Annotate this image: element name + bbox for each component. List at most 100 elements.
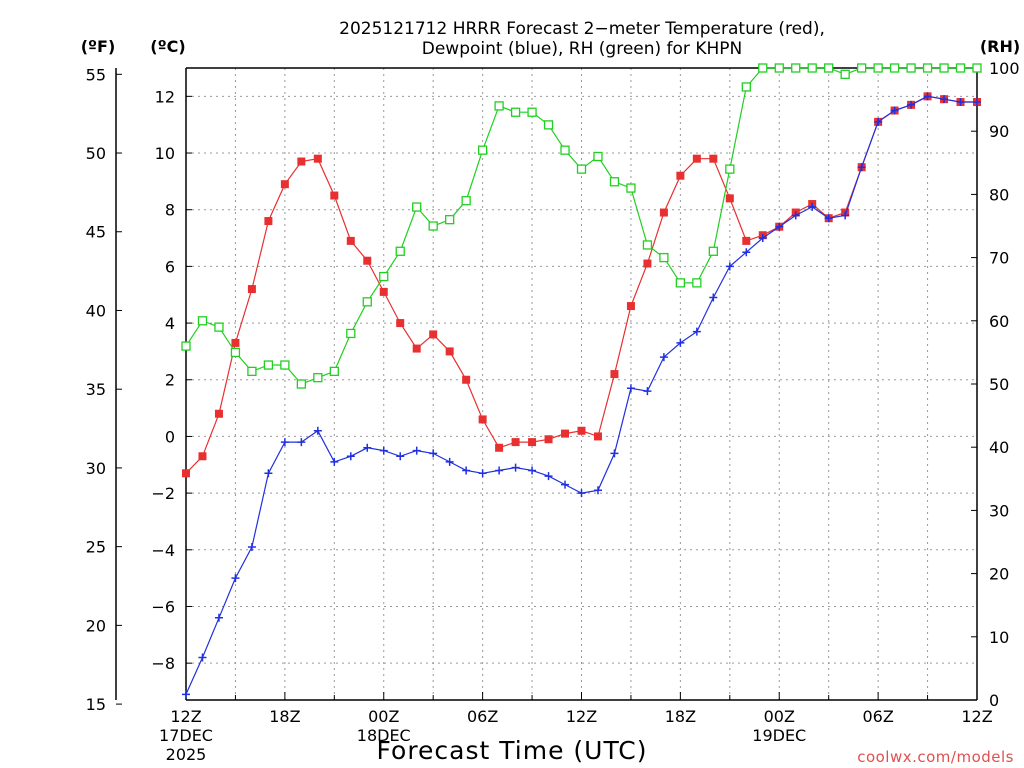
rh-point: [758, 63, 768, 73]
dewpoint-point: [725, 262, 734, 271]
rh-point: [741, 82, 751, 92]
temperature-point: [577, 426, 586, 435]
dewpoint-point: [775, 222, 784, 231]
x-tick-label: 17DEC: [159, 726, 213, 745]
celsius-tick-label: 12: [155, 87, 175, 106]
celsius-tick-label: −6: [151, 597, 175, 616]
celsius-tick-label: 6: [165, 257, 175, 276]
dewpoint-point: [742, 248, 751, 257]
rh-point: [576, 164, 587, 174]
fahrenheit-tick-label: 45: [86, 223, 106, 242]
x-tick-label: 12Z: [566, 707, 597, 726]
dewpoint-point: [462, 466, 471, 475]
dewpoint-point: [808, 202, 817, 211]
rh-point: [263, 360, 274, 370]
temperature-point: [379, 287, 388, 296]
temperature-point: [214, 409, 223, 418]
rh-tick-label: 10: [989, 628, 1009, 647]
rh-tick-label: 90: [989, 122, 1009, 141]
temperature-point: [626, 302, 635, 311]
temperature-point: [610, 370, 619, 379]
rh-point: [692, 278, 702, 288]
rh-tick-label: 20: [989, 565, 1009, 584]
dewpoint-point: [379, 446, 388, 455]
credit-text: coolwx.com/models: [857, 748, 1014, 766]
dewpoint-point: [758, 234, 767, 243]
temperature-point: [429, 330, 438, 339]
rh-point: [428, 221, 438, 231]
dewpoint-point: [198, 653, 207, 662]
temperature-point: [643, 259, 652, 268]
celsius-tick-label: −4: [151, 541, 175, 560]
fahrenheit-tick-label: 20: [86, 616, 106, 635]
temperature-point: [231, 338, 240, 347]
dewpoint-point: [610, 449, 619, 458]
dewpoint-point: [412, 446, 421, 455]
rh-point: [609, 177, 620, 187]
dewpoint-point: [182, 690, 190, 699]
rh-point: [560, 145, 570, 155]
dewpoint-point: [396, 452, 405, 461]
fahrenheit-tick-label: 25: [86, 538, 106, 557]
rh-point: [922, 63, 933, 73]
rh-point: [296, 379, 307, 389]
temperature-point: [445, 347, 454, 356]
fahrenheit-tick-label: 55: [86, 65, 106, 84]
rh-point: [972, 63, 982, 73]
dewpoint-point: [280, 438, 289, 447]
x-tick-label: 2025: [166, 745, 207, 764]
chart-title-line1: 2025121712 HRRR Forecast 2−meter Tempera…: [339, 19, 825, 39]
dewpoint-point: [544, 472, 553, 481]
temperature-point: [676, 171, 685, 180]
dewpoint-point: [923, 92, 932, 101]
rh-point: [626, 183, 636, 193]
temperature-point: [182, 469, 190, 478]
temperature-point: [363, 256, 372, 265]
dewpoint-point: [940, 95, 949, 104]
rh-point: [659, 252, 669, 263]
x-tick-label: 06Z: [467, 707, 498, 726]
dewpoint-point: [643, 387, 652, 396]
dewpoint-point: [857, 163, 866, 172]
celsius-tick-label: −8: [151, 654, 175, 673]
rh-point: [642, 240, 653, 250]
temperature-point: [313, 154, 322, 163]
rh-tick-label: 70: [989, 249, 1009, 268]
x-axis-label: Forecast Time (UTC): [377, 736, 648, 765]
dewpoint-point: [297, 438, 306, 447]
dewpoint-point: [890, 106, 899, 115]
rh-point: [856, 63, 867, 73]
rh-point: [774, 63, 784, 73]
rh-point: [362, 297, 372, 307]
temperature-point: [561, 429, 570, 438]
temperature-point: [412, 344, 421, 353]
axes: −8−6−4−202468101215202530354045505501020…: [86, 59, 1020, 764]
dewpoint-point: [824, 214, 833, 223]
rh-tick-label: 80: [989, 185, 1009, 204]
dewpoint-point: [841, 211, 850, 220]
rh-tick-label: 30: [989, 501, 1009, 520]
dewpoint-point: [593, 486, 602, 495]
rh-point: [477, 145, 488, 155]
temperature-point: [659, 208, 668, 217]
dewpoint-point: [659, 353, 668, 362]
temperature-point: [462, 375, 471, 384]
temperature-point: [593, 432, 602, 441]
rh-point: [230, 347, 241, 358]
temperature-point: [495, 443, 504, 452]
temperature-point: [709, 154, 718, 163]
rh-point: [329, 366, 339, 377]
temperature-point: [297, 157, 306, 166]
rh-point: [313, 373, 323, 383]
x-tick-label: 18Z: [665, 707, 696, 726]
rh-point: [346, 328, 356, 339]
dewpoint-point: [528, 466, 537, 475]
fahrenheit-tick-label: 35: [86, 380, 106, 399]
fahrenheit-tick-label: 15: [86, 695, 106, 714]
dewpoint-point: [511, 463, 520, 472]
celsius-tick-label: 4: [165, 314, 175, 333]
celsius-tick-label: 8: [165, 201, 175, 220]
dewpoint-point: [874, 117, 883, 126]
rh-point: [412, 202, 422, 212]
